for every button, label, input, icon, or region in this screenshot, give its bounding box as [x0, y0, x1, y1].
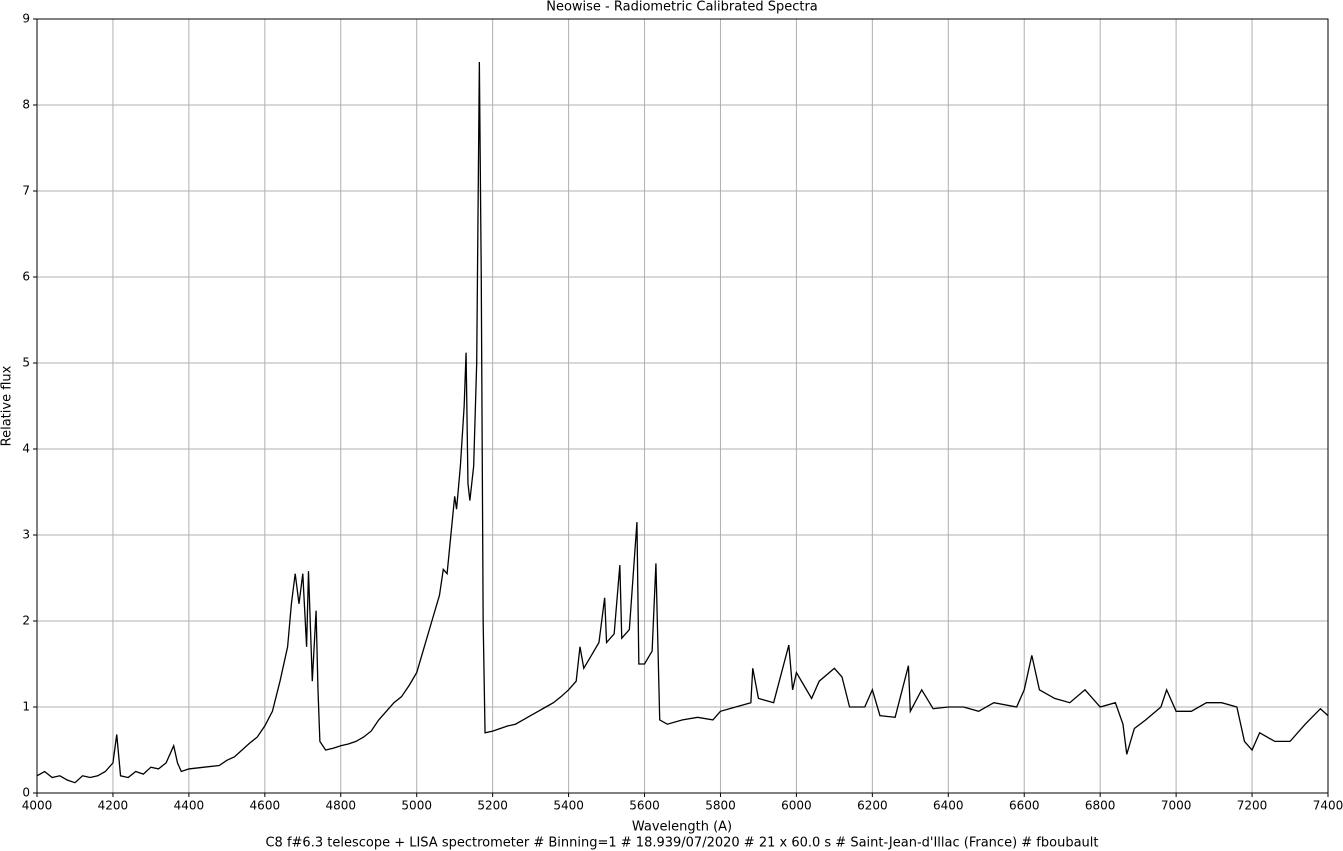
y-tick-label: 8: [22, 98, 30, 112]
x-tick-label: 4200: [98, 799, 129, 813]
x-tick-label: 4400: [174, 799, 205, 813]
spectrum-line: [36, 61, 1329, 784]
x-tick-label: 5400: [553, 799, 584, 813]
x-tick-label: 5200: [477, 799, 508, 813]
x-tick-label: 5800: [705, 799, 736, 813]
y-tick-label: 7: [22, 184, 30, 198]
x-tick-label: 6400: [933, 799, 964, 813]
footnote: C8 f#6.3 telescope + LISA spectrometer #…: [265, 836, 1098, 851]
y-tick-label: 0: [22, 786, 30, 800]
x-tick-label: 6200: [857, 799, 888, 813]
y-tick-label: 1: [22, 700, 30, 714]
x-tick-label: 4800: [325, 799, 356, 813]
x-tick-label: 5600: [629, 799, 660, 813]
y-tick-label: 6: [22, 270, 30, 284]
x-tick-label: 4000: [22, 799, 53, 813]
chart-title: Neowise - Radiometric Calibrated Spectra: [546, 0, 818, 15]
y-tick-label: 2: [22, 614, 30, 628]
y-tick-label: 5: [22, 356, 30, 370]
plot-frame: [36, 18, 1329, 794]
y-axis-label: Relative flux: [0, 365, 15, 446]
y-tick-label: 9: [22, 12, 30, 26]
y-tick-label: 4: [22, 442, 30, 456]
x-tick-label: 7000: [1161, 799, 1192, 813]
y-tick-label: 3: [22, 528, 30, 542]
x-tick-label: 4600: [250, 799, 281, 813]
x-tick-label: 5000: [401, 799, 432, 813]
x-tick-label: 6600: [1009, 799, 1040, 813]
x-tick-label: 6800: [1085, 799, 1116, 813]
x-tick-label: 7200: [1237, 799, 1268, 813]
x-tick-label: 6000: [781, 799, 812, 813]
x-tick-label: 7400: [1313, 799, 1343, 813]
x-axis-label: Wavelength (A): [632, 820, 732, 835]
